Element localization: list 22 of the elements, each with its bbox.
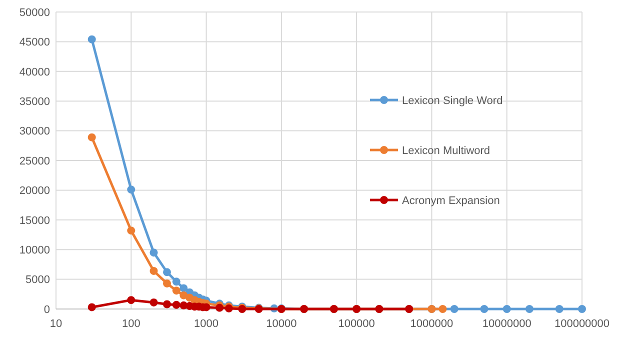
legend-label: Lexicon Single Word: [402, 94, 503, 107]
x-tick-label: 100: [122, 318, 140, 330]
x-tick-label: 10000000: [482, 318, 532, 330]
y-tick-label: 35000: [19, 96, 50, 108]
y-tick-label: 40000: [19, 66, 50, 78]
y-tick-label: 45000: [19, 36, 50, 49]
legend-label: Lexicon Multiword: [402, 144, 490, 157]
y-tick-label: 15000: [19, 214, 50, 227]
x-tick-label: 100000: [338, 318, 375, 330]
y-tick-label: 0: [44, 304, 50, 316]
legend-label: Acronym Expansion: [402, 194, 500, 207]
x-tick-label: 10000: [266, 318, 297, 330]
y-tick-label: 50000: [19, 6, 50, 19]
y-tick-label: 20000: [19, 185, 50, 198]
y-tick-label: 30000: [19, 126, 50, 138]
y-tick-label: 5000: [26, 274, 50, 286]
x-tick-label: 100000000: [554, 318, 610, 330]
x-tick-label: 10: [50, 318, 62, 330]
x-tick-label: 1000000: [410, 318, 454, 330]
y-tick-label: 10000: [19, 244, 50, 256]
y-tick-label: 25000: [19, 155, 50, 168]
x-tick-label: 1000: [194, 318, 219, 330]
